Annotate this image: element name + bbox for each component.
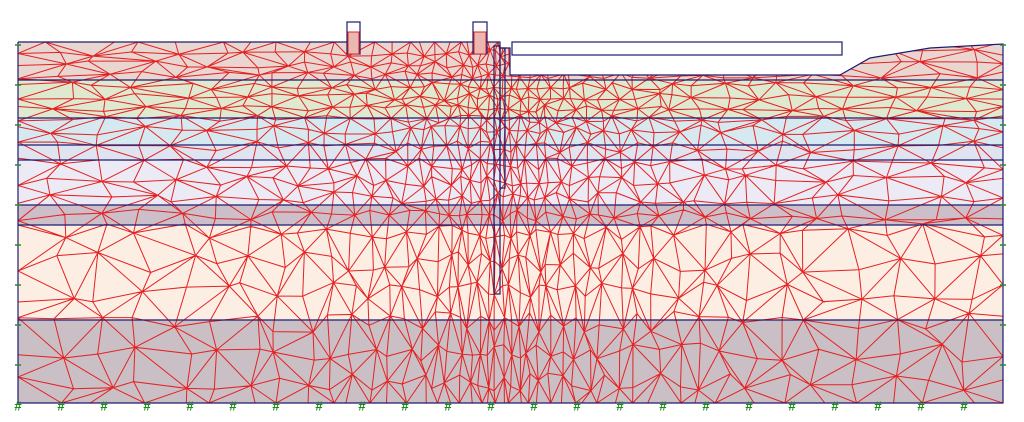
soil-layers <box>18 42 1003 403</box>
footing-mesh <box>473 31 487 55</box>
fixity: # <box>444 398 452 413</box>
fixity: # <box>229 398 237 413</box>
fixity: # <box>960 398 968 413</box>
fixity: # <box>487 398 495 413</box>
fixity: # <box>143 398 151 413</box>
fixity: # <box>874 398 882 413</box>
fixity: # <box>14 398 22 413</box>
fixity: # <box>788 398 796 413</box>
wall <box>499 47 506 189</box>
fixity: # <box>530 398 538 413</box>
fixity: # <box>745 398 753 413</box>
fixities: # # # # # # # # # # # # # # # # # # # # # # # <box>14 31 1006 413</box>
fixity: # <box>100 398 108 413</box>
layer-boundaries <box>17 21 1004 404</box>
fixity: # <box>831 398 839 413</box>
fixity: # <box>616 398 624 413</box>
footing-mesh <box>347 31 360 55</box>
strut-outline <box>511 41 843 56</box>
fixity: # <box>358 398 366 413</box>
fixity: # <box>659 398 667 413</box>
fixity: # <box>702 398 710 413</box>
fixity: # <box>573 398 581 413</box>
fixity: # <box>57 398 65 413</box>
fixity: # <box>186 398 194 413</box>
fixity: # <box>315 398 323 413</box>
fixity: # <box>917 398 925 413</box>
fixity: # <box>401 398 409 413</box>
fixity: # <box>272 398 280 413</box>
